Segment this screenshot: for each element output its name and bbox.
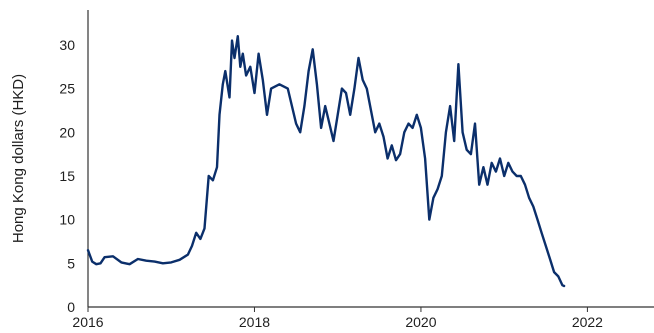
x-tick-label: 2016 [72,314,103,328]
series-layer [86,35,566,288]
y-tick-label: 0 [67,299,75,315]
y-tick-label: 10 [59,212,75,228]
y-tick-label: 25 [59,81,75,97]
y-tick-label: 15 [59,168,75,184]
x-tick-label: 2022 [572,314,603,328]
y-tick-label: 5 [67,255,75,271]
y-tick-label: 30 [59,37,75,53]
price-series-line [86,35,566,288]
tick-group: 0 5 10 15 20 25 30 2016 2018 2020 2022 [59,37,603,330]
axes-group [87,10,654,308]
x-tick-label: 2020 [405,314,436,328]
y-axis-title: Hong Kong dollars (HKD) [10,74,27,243]
x-tick-label: 2018 [239,314,270,328]
y-tick-label: 20 [59,124,75,140]
